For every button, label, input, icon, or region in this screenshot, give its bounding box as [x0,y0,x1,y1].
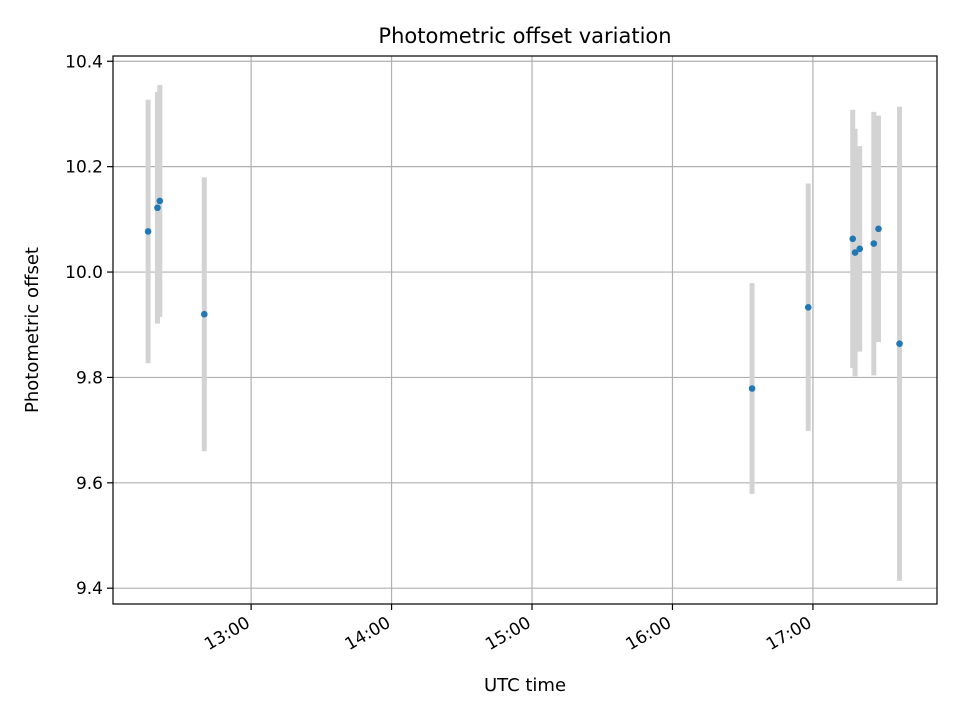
x-axis-label: UTC time [484,675,566,696]
data-points [144,197,903,392]
y-tick-label: 9.6 [76,474,103,494]
grid [113,56,937,604]
y-tick-label: 10.0 [65,263,103,283]
data-point [856,245,864,253]
y-axis-label: Photometric offset [22,247,43,413]
y-tick-label: 10.4 [65,52,103,72]
data-point [875,225,882,233]
data-point [156,197,164,205]
y-axis: 9.4 9.6 9.8 10.0 10.2 10.4 [65,52,113,599]
data-point [748,385,756,392]
data-point [804,304,812,311]
data-point [144,228,152,235]
y-tick-label: 9.8 [76,368,103,388]
data-point [200,310,208,318]
data-point [154,204,161,212]
y-tick-label: 10.2 [65,158,103,178]
data-point [896,340,903,348]
plot-frame [112,55,938,605]
chart-title: Photometric offset variation [378,24,671,48]
y-tick-label: 9.4 [76,579,103,599]
data-point [851,249,859,256]
data-point [849,235,857,243]
data-point [870,240,878,247]
